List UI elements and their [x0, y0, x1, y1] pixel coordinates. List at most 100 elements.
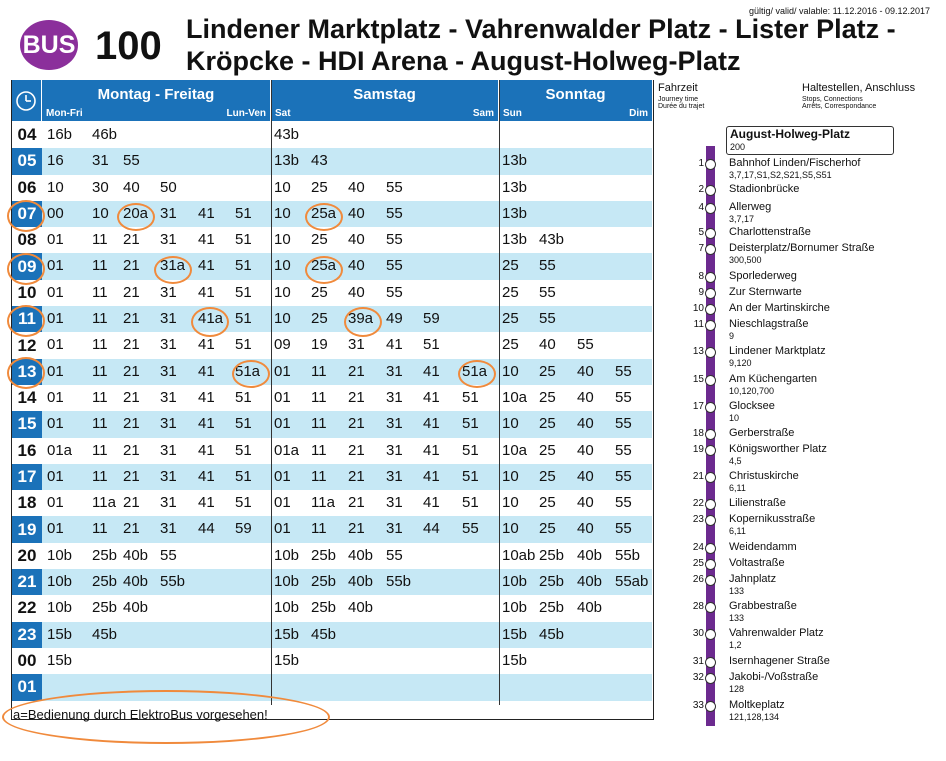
stop-dot-icon — [705, 288, 716, 299]
wd-departure: 31 — [160, 362, 177, 380]
wd-departure: 10b — [47, 546, 73, 564]
stop-item: 31 Isernhagener Straße — [648, 655, 938, 671]
stop-connections: 6,11 — [729, 483, 746, 493]
su-departure: 10 — [502, 520, 519, 538]
sa-departure: 25 — [311, 231, 328, 249]
sa-departure: 25 — [311, 310, 328, 328]
wd-departure: 31 — [160, 415, 177, 433]
sa-departure: 43 — [311, 152, 328, 170]
hour-label: 17 — [12, 463, 42, 491]
wd-departure: 21 — [123, 467, 140, 485]
su-departure: 55 — [615, 494, 632, 512]
sunday-left: Sun — [503, 108, 522, 119]
su-departure: 40 — [577, 520, 594, 538]
wd-departure: 21 — [123, 388, 140, 406]
wd-departure: 01 — [47, 520, 64, 538]
su-departure: 55 — [539, 257, 556, 275]
wd-departure: 01 — [47, 362, 64, 380]
su-departure: 10a — [502, 388, 528, 406]
sa-departure: 40b — [348, 599, 374, 617]
stop-item: 21 Christuskirche 6,11 — [648, 470, 938, 493]
timetable-row: 06 10 30 40 50 10 25 40 55 13b — [12, 175, 652, 201]
hour-label: 20 — [17, 545, 37, 565]
stop-minutes: 13 — [692, 346, 704, 357]
wd-departure: 31 — [160, 467, 177, 485]
wd-departure: 31 — [160, 441, 177, 459]
sa-departure: 55 — [386, 546, 403, 564]
stop-minutes: 22 — [692, 498, 704, 509]
wd-departure: 31 — [160, 336, 177, 354]
saturday-right: Sam — [472, 108, 494, 119]
stops-sub-en: Stops, Connections — [802, 96, 863, 103]
su-departure: 25b — [539, 546, 565, 564]
hour-label: 00 — [17, 651, 37, 671]
wd-departure: 51 — [235, 204, 252, 222]
stop-name: Jahnplatz — [729, 573, 777, 585]
wd-departure: 41 — [198, 388, 215, 406]
sa-departure: 59 — [423, 310, 440, 328]
stop-minutes: 21 — [692, 471, 704, 482]
sa-departure: 15b — [274, 625, 300, 643]
sa-departure: 01 — [274, 388, 291, 406]
stop-name: Lilienstraße — [729, 497, 786, 509]
stop-dot-icon — [705, 402, 716, 413]
sa-departure: 19 — [311, 336, 328, 354]
stop-dot-icon — [705, 347, 716, 358]
stop-minutes: 26 — [692, 574, 704, 585]
wd-departure: 25b — [92, 599, 118, 617]
stop-minutes: 15 — [692, 374, 704, 385]
wd-departure: 10b — [47, 573, 73, 591]
wd-departure: 31 — [160, 494, 177, 512]
sa-departure: 11 — [311, 415, 327, 433]
sa-departure: 21 — [348, 362, 365, 380]
timetable-row: 16 01a 11 21 31 41 51 01a 11 21 31 41 51 10a 25 40 55 — [12, 438, 652, 464]
sa-departure: 55 — [386, 283, 403, 301]
sa-departure: 41 — [423, 441, 440, 459]
wd-departure: 01 — [47, 231, 64, 249]
sa-departure: 31 — [386, 415, 403, 433]
sa-departure: 40 — [348, 204, 365, 222]
sa-departure: 21 — [348, 494, 365, 512]
stop-name: Deisterplatz/Bornumer Straße — [729, 242, 875, 254]
stop-name: Allerweg — [729, 201, 772, 213]
sa-departure: 55 — [462, 520, 479, 538]
stop-item: 18 Gerberstraße — [648, 427, 938, 443]
wd-departure: 21 — [123, 441, 140, 459]
wd-departure: 11 — [92, 336, 108, 354]
su-departure: 13b — [502, 204, 528, 222]
stop-minutes: 25 — [692, 558, 704, 569]
stop-item: 10 An der Martinskirche — [648, 302, 938, 318]
hour-label: 08 — [17, 230, 37, 250]
clock-header — [11, 80, 41, 121]
stop-item: 24 Weidendamm — [648, 541, 938, 557]
wd-departure: 21 — [123, 257, 140, 275]
wd-departure: 21 — [123, 415, 140, 433]
stop-name: Christuskirche — [729, 470, 799, 482]
su-departure: 25 — [539, 520, 556, 538]
stop-dot-icon — [705, 244, 716, 255]
highlight-ellipse — [7, 357, 45, 389]
stop-connections: 133 — [729, 586, 745, 596]
sa-departure: 11 — [311, 441, 327, 459]
wd-departure: 21 — [123, 520, 140, 538]
timetable-row: 17 01 11 21 31 41 51 01 11 21 31 41 51 10 25 40 55 — [12, 463, 652, 491]
su-departure: 40b — [577, 573, 603, 591]
sa-departure: 41 — [423, 388, 440, 406]
sa-departure: 40 — [348, 231, 365, 249]
highlight-ellipse — [7, 253, 45, 285]
wd-departure: 01 — [47, 467, 64, 485]
su-departure: 40 — [577, 362, 594, 380]
stop-minutes: 1 — [698, 158, 704, 169]
stop-minutes: 23 — [692, 514, 704, 525]
stop-item: 9 Zur Sternwarte — [648, 286, 938, 302]
sa-departure: 51 — [462, 467, 479, 485]
sa-departure: 10 — [274, 231, 291, 249]
wd-departure: 41 — [198, 231, 215, 249]
su-departure: 25 — [539, 415, 556, 433]
su-departure: 25 — [539, 494, 556, 512]
stop-dot-icon — [705, 304, 716, 315]
su-departure: 25b — [539, 573, 565, 591]
su-departure: 40 — [577, 388, 594, 406]
stop-name: Sporlederweg — [729, 270, 797, 282]
hour-label: 12 — [17, 335, 37, 355]
